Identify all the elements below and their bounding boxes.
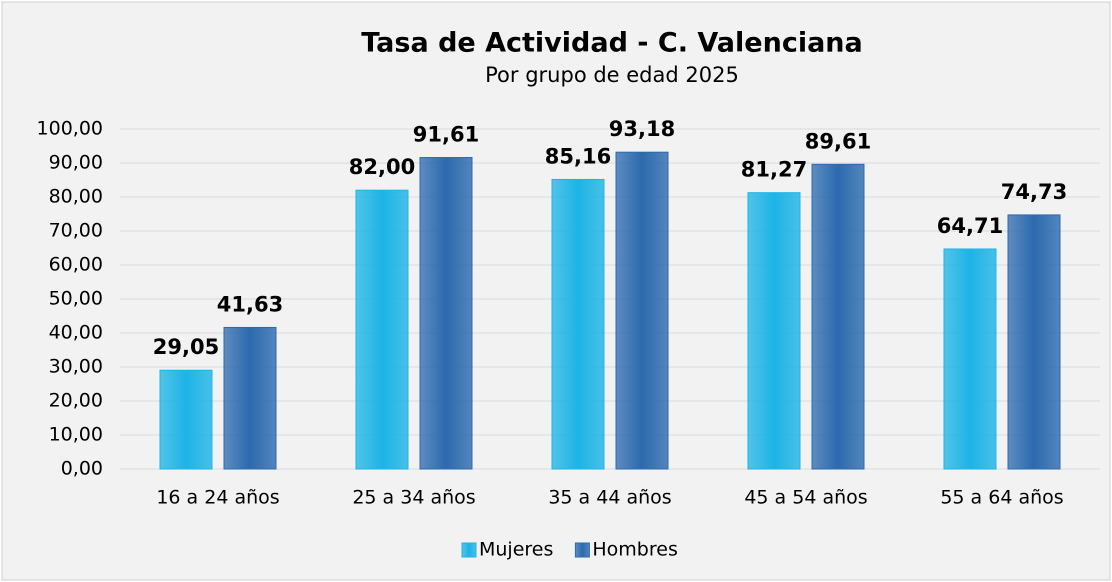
data-label: 64,71 bbox=[937, 214, 1003, 238]
y-tick-label: 10,00 bbox=[49, 424, 103, 446]
y-tick-label: 20,00 bbox=[49, 390, 103, 412]
y-tick-label: 50,00 bbox=[49, 288, 103, 310]
y-tick-label: 40,00 bbox=[49, 322, 103, 344]
data-label: 41,63 bbox=[217, 292, 283, 316]
x-tick-label: 55 a 64 años bbox=[940, 487, 1063, 509]
bar bbox=[1007, 214, 1061, 470]
data-label: 29,05 bbox=[153, 335, 219, 359]
x-tick-label: 16 a 24 años bbox=[156, 487, 279, 509]
y-tick-label: 70,00 bbox=[49, 220, 103, 242]
data-label: 82,00 bbox=[349, 155, 415, 179]
bar bbox=[419, 157, 473, 470]
data-label: 89,61 bbox=[805, 129, 871, 153]
x-tick-label: 35 a 44 años bbox=[548, 487, 671, 509]
y-tick-label: 100,00 bbox=[37, 118, 103, 140]
y-tick-label: 80,00 bbox=[49, 186, 103, 208]
bar bbox=[615, 151, 669, 470]
y-tick-label: 60,00 bbox=[49, 254, 103, 276]
y-tick-label: 0,00 bbox=[61, 458, 103, 480]
x-tick-label: 25 a 34 años bbox=[352, 487, 475, 509]
bar bbox=[159, 369, 213, 470]
y-tick-label: 90,00 bbox=[49, 152, 103, 174]
data-label: 85,16 bbox=[545, 144, 611, 168]
chart-subtitle: Por grupo de edad 2025 bbox=[485, 63, 739, 87]
x-tick-label: 45 a 54 años bbox=[744, 487, 867, 509]
chart-title: Tasa de Actividad - C. Valenciana bbox=[361, 28, 863, 59]
bar bbox=[943, 248, 997, 470]
legend-swatch bbox=[461, 542, 477, 558]
legend-swatch bbox=[574, 542, 590, 558]
data-label: 91,61 bbox=[413, 123, 479, 147]
bar bbox=[811, 163, 865, 470]
data-label: 74,73 bbox=[1001, 180, 1067, 204]
bar bbox=[551, 178, 605, 470]
data-label: 93,18 bbox=[609, 117, 675, 141]
legend-label: Hombres bbox=[592, 539, 677, 561]
legend-label: Mujeres bbox=[479, 539, 553, 561]
bar bbox=[223, 326, 277, 470]
bar bbox=[355, 189, 409, 470]
bar bbox=[747, 192, 801, 470]
y-tick-label: 30,00 bbox=[49, 356, 103, 378]
data-label: 81,27 bbox=[741, 158, 807, 182]
